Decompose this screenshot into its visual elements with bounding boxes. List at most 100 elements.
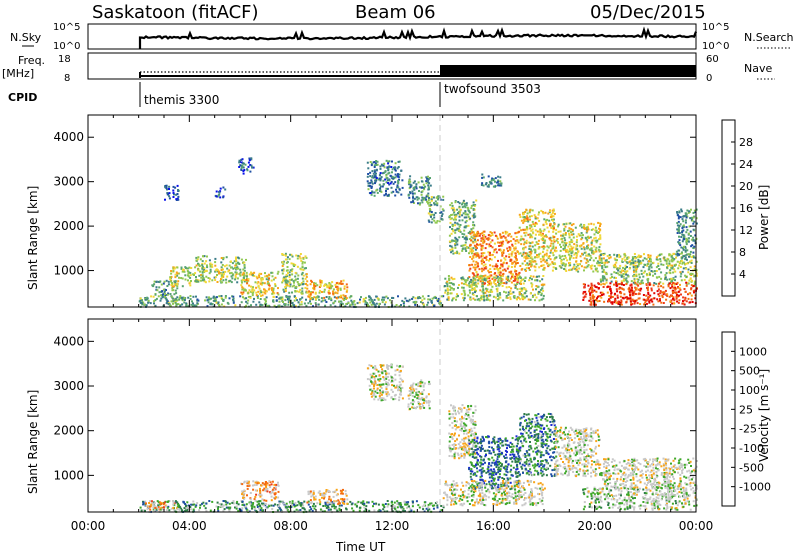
heatmap-cell <box>435 297 437 299</box>
heatmap-cell <box>695 272 698 275</box>
heatmap-cell <box>222 504 225 507</box>
heatmap-cell <box>218 295 221 298</box>
heatmap-cell <box>294 290 297 293</box>
heatmap-cell <box>335 500 338 503</box>
heatmap-cell <box>508 233 511 235</box>
heatmap-cell <box>588 288 591 291</box>
heatmap-cell <box>305 267 307 270</box>
heatmap-cell <box>468 211 471 214</box>
heatmap-cell <box>301 265 304 268</box>
heatmap-cell <box>417 504 420 507</box>
heatmap-cell <box>307 302 310 305</box>
heatmap-cell <box>648 260 650 263</box>
heatmap-cell <box>323 510 326 513</box>
heatmap-cell <box>676 222 679 224</box>
heatmap-cell <box>196 298 199 301</box>
heatmap-cell <box>163 289 166 292</box>
heatmap-cell <box>690 298 693 301</box>
heatmap-cell <box>372 172 375 175</box>
heatmap-cell <box>597 264 600 267</box>
heatmap-cell <box>264 272 266 275</box>
heatmap-cell <box>246 281 249 284</box>
heatmap-cell <box>470 281 473 284</box>
heatmap-cell <box>534 251 537 254</box>
heatmap-cell <box>314 285 317 288</box>
heatmap-cell <box>206 255 208 258</box>
heatmap-cell <box>607 261 610 263</box>
heatmap-cell <box>657 288 660 291</box>
heatmap-cell <box>446 285 449 288</box>
heatmap-cell <box>387 503 390 506</box>
heatmap-cell <box>313 507 316 510</box>
heatmap-cell <box>370 193 373 196</box>
heatmap-cell <box>144 509 146 512</box>
heatmap-cell <box>172 302 174 305</box>
heatmap-cell <box>481 270 484 273</box>
heatmap-cell <box>538 266 541 269</box>
heatmap-cell <box>250 158 253 161</box>
heatmap-cell <box>249 502 252 505</box>
heatmap-cell <box>213 276 216 279</box>
heatmap-cell <box>217 506 219 508</box>
heatmap-cell <box>325 296 328 298</box>
heatmap-cell <box>491 246 494 249</box>
heatmap-cell <box>523 220 526 223</box>
heatmap-cell <box>454 201 457 204</box>
heatmap-cell <box>259 490 262 493</box>
heatmap-cell <box>399 503 402 506</box>
heatmap-cell <box>438 302 441 305</box>
heatmap-cell <box>472 227 475 230</box>
heatmap-cell <box>270 499 273 502</box>
heatmap-cell <box>560 234 562 237</box>
heatmap-cell <box>413 187 416 189</box>
heatmap-cell <box>488 243 491 246</box>
heatmap-cell <box>376 297 379 300</box>
heatmap-cell <box>690 259 693 262</box>
heatmap-cell <box>684 254 687 257</box>
heatmap-cell <box>274 497 277 500</box>
heatmap-cell <box>538 230 541 233</box>
heatmap-cell <box>682 296 685 299</box>
heatmap-cell <box>598 246 601 249</box>
heatmap-cell <box>345 494 348 497</box>
heatmap-cell <box>501 269 504 272</box>
heatmap-cell <box>241 164 244 167</box>
heatmap-cell <box>633 270 635 273</box>
heatmap-cell <box>662 291 665 294</box>
heatmap-cell <box>540 260 543 263</box>
heatmap-cell <box>332 495 335 498</box>
heatmap-cell <box>600 259 603 262</box>
heatmap-cell <box>544 260 547 263</box>
heatmap-cell <box>401 186 404 189</box>
nsky-panel: N.Sky 10^5 10^0 10^5 10^0 N.Search <box>10 22 794 52</box>
heatmap-cell <box>448 279 451 282</box>
heatmap-cell <box>264 502 267 505</box>
heatmap-cell <box>528 211 531 214</box>
heatmap-cell <box>662 282 665 285</box>
heatmap-cell <box>271 288 273 291</box>
heatmap-cell <box>481 285 484 288</box>
heatmap-cell <box>656 290 659 293</box>
heatmap-cell <box>400 193 403 196</box>
heatmap-cell <box>222 271 225 274</box>
heatmap-cell <box>282 501 285 504</box>
heatmap-cell <box>327 291 330 294</box>
heatmap-cell <box>284 277 287 280</box>
heatmap-cell <box>465 213 468 216</box>
heatmap-cell <box>139 299 142 302</box>
heatmap-cell <box>174 302 177 304</box>
heatmap-cell <box>379 187 382 190</box>
heatmap-cell <box>330 502 333 505</box>
heatmap-cell <box>590 242 593 244</box>
heatmap-cell <box>518 213 521 216</box>
heatmap-cell <box>154 293 157 296</box>
heatmap-cell <box>180 266 183 269</box>
heatmap-cell <box>487 284 490 287</box>
heatmap-cell <box>570 238 573 241</box>
heatmap-cell <box>633 253 636 255</box>
heatmap-cell <box>585 240 588 243</box>
heatmap-cell <box>166 285 169 287</box>
heatmap-cell <box>163 501 166 504</box>
heatmap-cell <box>542 247 545 250</box>
heatmap-cell <box>617 283 620 286</box>
